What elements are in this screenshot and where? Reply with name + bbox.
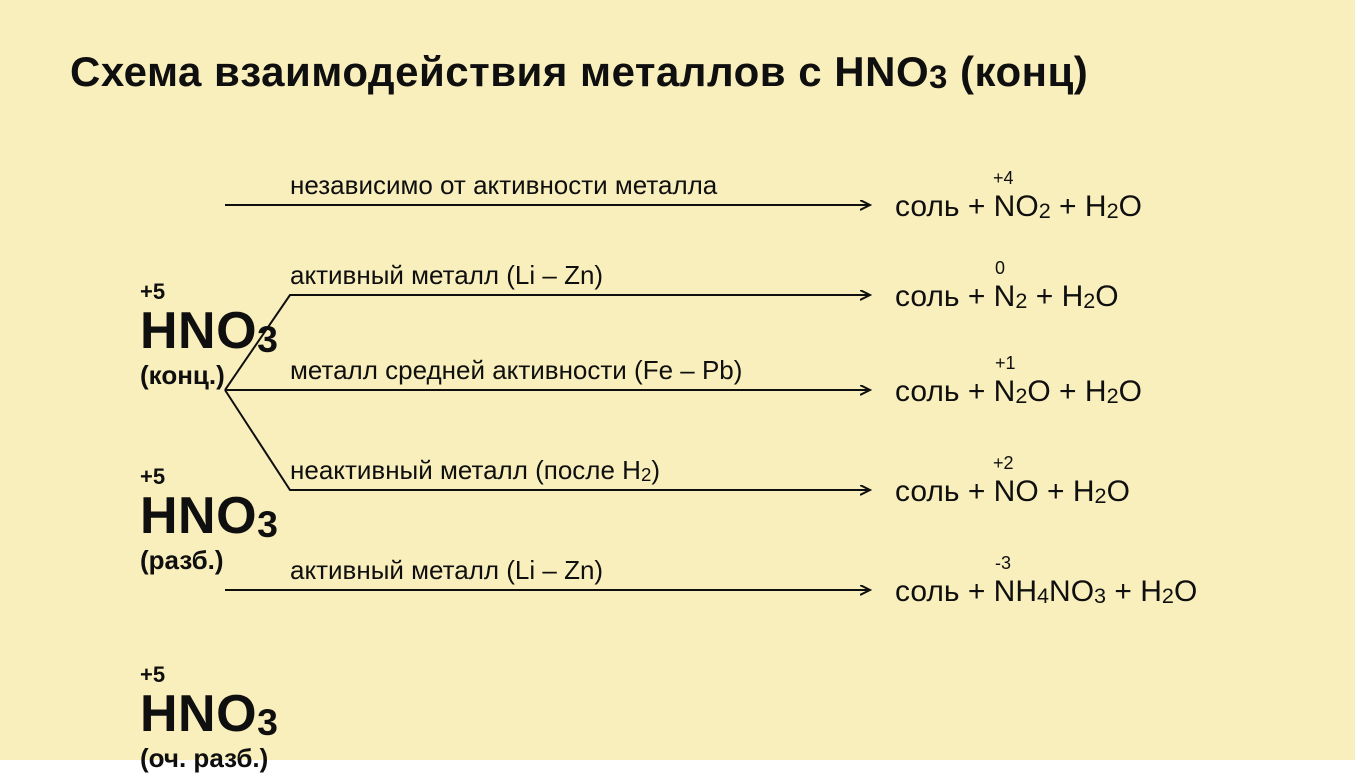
condition-a1: независимо от активности металла (290, 170, 717, 201)
reagent-oxidation: +5 (140, 466, 278, 488)
product-p4: +2соль + NO + H2O (895, 475, 1130, 509)
product-oxidation: +4 (993, 168, 1014, 189)
reagent-oxidation: +5 (140, 281, 278, 303)
reagent-note: (разб.) (140, 547, 278, 573)
product-p5: -3соль + NH4NO3 + H2O (895, 575, 1197, 609)
reagent-formula: HNO3 (140, 490, 278, 543)
title-sub: 3 (929, 58, 948, 95)
reagent-oxidation: +5 (140, 664, 278, 686)
product-p1: +4соль + NO2 + H2O (895, 190, 1142, 224)
reagent-note: (оч. разб.) (140, 745, 278, 771)
condition-a2: активный металл (Li – Zn) (290, 260, 603, 291)
title-suffix: (конц) (948, 48, 1088, 95)
reagent-dil: +5HNO3 (разб.) (140, 466, 278, 573)
product-oxidation: +2 (993, 453, 1014, 474)
product-p2: 0соль + N2 + H2O (895, 280, 1119, 314)
reagent-note: (конц.) (140, 362, 278, 388)
product-oxidation: +1 (995, 353, 1016, 374)
title-prefix: Схема взаимодействия металлов с HNO (70, 48, 929, 95)
condition-a3: металл средней активности (Fe – Pb) (290, 355, 742, 386)
product-p3: +1соль + N2O + H2O (895, 375, 1142, 409)
page-title: Схема взаимодействия металлов с HNO3 (ко… (70, 48, 1285, 96)
product-oxidation: 0 (995, 258, 1005, 279)
reagent-vdil: +5HNO3 (оч. разб.) (140, 664, 278, 771)
chemistry-scheme: Схема взаимодействия металлов с HNO3 (ко… (0, 0, 1355, 760)
condition-a4: неактивный металл (после H2) (290, 455, 660, 486)
condition-a5: активный металл (Li – Zn) (290, 555, 603, 586)
reagent-conc: +5HNO3 (конц.) (140, 281, 278, 388)
product-oxidation: -3 (995, 553, 1011, 574)
reagent-formula: HNO3 (140, 688, 278, 741)
reagent-formula: HNO3 (140, 305, 278, 358)
